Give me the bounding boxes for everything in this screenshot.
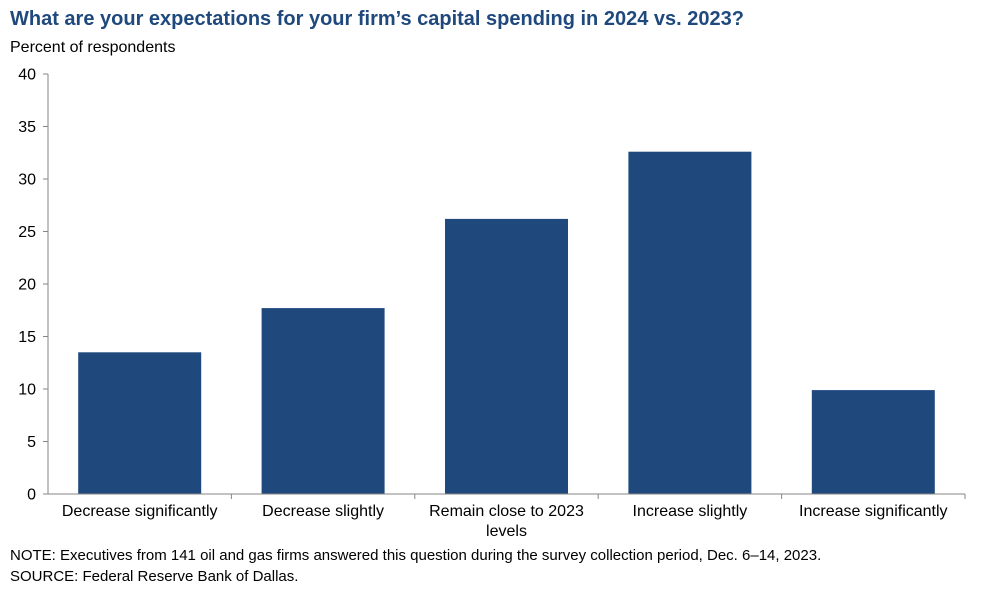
x-tick-label: Decrease slightly	[262, 503, 384, 520]
bar	[445, 218, 568, 494]
bar-chart: 0 5 10 15 20 25 30 35 40 Decrease significantly De…	[18, 67, 966, 540]
y-tick-label: 35	[18, 119, 36, 136]
y-tick-label: 0	[27, 487, 36, 504]
bar	[261, 308, 385, 494]
chart-title: What are your expectations for your firm…	[10, 8, 744, 30]
y-tick-label: 5	[27, 434, 36, 451]
bar	[628, 151, 752, 494]
y-tick-label: 15	[18, 329, 36, 346]
footnote-source: SOURCE: Federal Reserve Bank of Dallas.	[10, 568, 299, 585]
x-tick-label: Decrease significantly	[62, 503, 218, 520]
x-tick-label: Remain close to 2023	[429, 503, 584, 520]
y-tick-label: 10	[18, 382, 36, 399]
x-tick-label: levels	[486, 523, 527, 540]
y-tick-label: 40	[18, 67, 36, 84]
y-axis-label: Percent of respondents	[10, 39, 176, 56]
bar	[78, 352, 202, 495]
y-tick-label: 30	[18, 172, 36, 189]
y-tick-label: 25	[18, 224, 36, 241]
x-tick-label: Increase slightly	[633, 503, 748, 520]
bar	[811, 390, 935, 494]
footnote-note: NOTE: Executives from 141 oil and gas fi…	[10, 547, 822, 564]
y-tick-label: 20	[18, 277, 36, 294]
x-tick-label: Increase significantly	[799, 503, 948, 520]
